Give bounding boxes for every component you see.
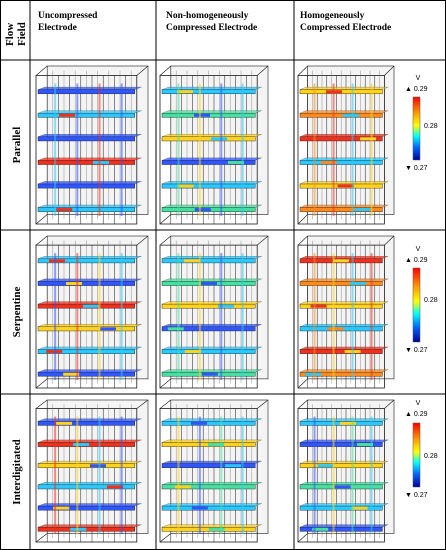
colorbar-unit: V [416,75,421,82]
electrode-render-r3-c1 [35,399,149,543]
colorbar-mid-label: 0.28 [424,453,438,460]
electrode-render-r1-c1 [35,65,149,225]
electrode-render-r2-c3 [297,235,395,389]
colorbar-serpentine: V ▲ 0.29 0.28 ▼ 0.27 [405,246,438,354]
column-header-homog-line1: Homogeneously [300,11,365,21]
colorbar-min-label: ▼ 0.27 [405,165,428,172]
row-label-serpentine: Serpentine [11,287,23,338]
column-header-uncompressed-line2: Electrode [38,23,77,33]
colorbar-max-label: ▲ 0.29 [405,257,428,264]
column-header-nonhomog-line2: Compressed Electrode [166,23,257,33]
colorbar-min-label: ▼ 0.27 [405,492,428,499]
column-header-uncompressed-line1: Uncompressed [38,11,98,21]
row-label-parallel: Parallel [11,127,23,164]
colorbar-unit: V [416,400,421,407]
colorbar-gradient [412,422,421,488]
colorbar-parallel: V ▲ 0.29 0.28 ▼ 0.27 [405,75,438,172]
colorbar-max-label: ▲ 0.29 [405,86,428,93]
colorbar-interdigitated: V ▲ 0.29 0.28 ▼ 0.27 [405,400,438,499]
corner-label-line1: Flow [4,23,16,46]
colorbar-mid-label: 0.28 [424,297,438,304]
corner-label-line2: Field [16,22,28,46]
column-header-homog-line2: Compressed Electrode [300,23,391,33]
electrode-render-r2-c2 [159,235,269,389]
electrode-render-r3-c3 [297,399,395,543]
electrode-render-r3-c2 [159,399,269,543]
electrode-render-r1-c2 [159,65,269,225]
column-header-nonhomog-line1: Non-homogeneously [166,11,249,21]
colorbar-min-label: ▼ 0.27 [405,347,428,354]
colorbar-mid-label: 0.28 [424,123,438,130]
colorbar-gradient [412,267,421,343]
electrode-render-r1-c3 [297,65,395,225]
colorbar-unit: V [416,246,421,253]
colorbar-gradient [412,96,421,161]
electrode-render-r2-c1 [35,235,149,389]
colorbar-max-label: ▲ 0.29 [405,411,428,418]
row-label-interdigitated: Interdigitated [11,439,23,504]
